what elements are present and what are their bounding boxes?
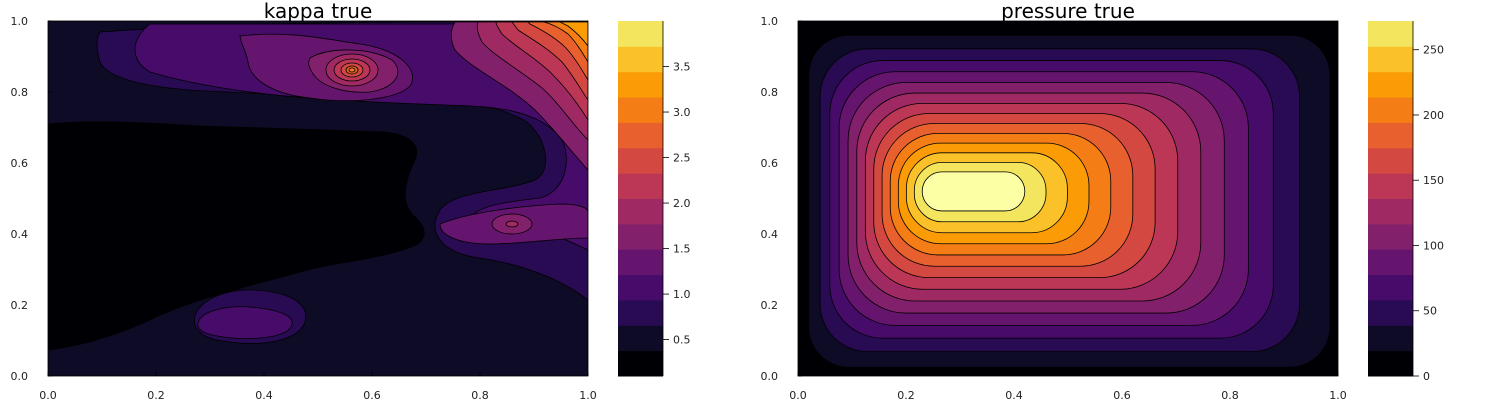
y-tick-label: 0.4 [761, 228, 779, 241]
colorbar-band [618, 299, 663, 326]
colorbar-tick-label: 0.5 [673, 334, 691, 347]
kappa-plot-frame [47, 20, 589, 377]
y-tick-label: 0.8 [11, 86, 29, 99]
colorbar-tick-label: 200 [1423, 109, 1444, 122]
colorbar-tick-label: 2.0 [673, 197, 691, 210]
colorbar-band [618, 46, 663, 73]
y-tick-label: 0.6 [761, 157, 779, 170]
x-tick-label: 0.4 [255, 389, 273, 400]
y-tick-label: 0.2 [11, 299, 29, 312]
kappa-title: kappa true [264, 0, 373, 23]
x-tick-label: 0.0 [39, 389, 57, 400]
colorbar-band [1368, 71, 1413, 98]
x-tick-label: 0.4 [1005, 389, 1023, 400]
x-tick-label: 0.0 [789, 389, 807, 400]
colorbar-band [1368, 274, 1413, 301]
colorbar-band [618, 21, 663, 47]
colorbar-tick-label: 250 [1423, 44, 1444, 57]
colorbar-tick-label: 0 [1423, 370, 1430, 383]
y-tick-label: 0.8 [761, 86, 779, 99]
pressure-contour-rings [808, 34, 1331, 368]
y-tick-label: 0.2 [761, 299, 779, 312]
x-tick-label: 1.0 [1329, 389, 1347, 400]
pressure-colorbar: 0 50 100 150 200 250 [1368, 21, 1444, 383]
colorbar-tick-label: 2.5 [673, 152, 691, 165]
kappa-axes: 0.0 0.2 0.4 0.6 0.8 1.0 0.0 0.2 0.4 0.6 0.8 1.0 [11, 15, 597, 402]
colorbar-band [618, 173, 663, 199]
colorbar-band [1368, 198, 1413, 225]
colorbar-tick-label: 50 [1423, 305, 1437, 318]
pressure-panel: pressure true 0.0 0.2 0.4 0.6 0.8 1.00.00.20.… [761, 0, 1445, 402]
y-tick-label: 0.0 [761, 370, 779, 383]
kappa-colorbar: 0.5 1.0 1.5 2.0 2.5 3.0 3.5 [618, 21, 691, 377]
x-tick-label: 0.6 [1113, 389, 1131, 400]
kappa-contour-island-inner [197, 306, 293, 339]
pressure-contour-level [921, 171, 1026, 212]
y-tick-label: 0.0 [11, 370, 29, 383]
x-tick-label: 1.0 [579, 389, 597, 400]
colorbar-band [618, 122, 663, 149]
pressure-axes: 0.0 0.2 0.4 0.6 0.8 1.0 0.0 0.2 0.4 0.6 0.8 1.0 [761, 15, 1347, 402]
colorbar-band [1368, 249, 1413, 276]
colorbar-band [618, 198, 663, 225]
y-tick-label: 0.6 [11, 157, 29, 170]
colorbar-band [1368, 350, 1413, 377]
kappa-plot-area [48, 21, 588, 376]
colorbar-band [618, 325, 663, 352]
colorbar-band [618, 274, 663, 301]
colorbar-tick-label: 3.5 [673, 61, 691, 74]
colorbar-band [1368, 46, 1413, 73]
pressure-title: pressure true [1001, 0, 1135, 23]
colorbar-band [618, 350, 663, 377]
colorbar-band [1368, 299, 1413, 326]
colorbar-band [1368, 122, 1413, 149]
kappa-right-lobe-core [505, 220, 519, 228]
x-tick-label: 0.8 [1221, 389, 1239, 400]
x-tick-label: 0.2 [897, 389, 915, 400]
x-tick-label: 0.6 [363, 389, 381, 400]
colorbar-band [1368, 97, 1413, 123]
kappa-panel: kappa true 0.0 0.2 0.4 [11, 0, 691, 402]
y-tick-label: 1.0 [11, 15, 29, 28]
colorbar-band [1368, 147, 1413, 174]
colorbar-tick-label: 150 [1423, 174, 1444, 187]
colorbar-band [1368, 325, 1413, 352]
colorbar-band [1368, 173, 1413, 199]
kappa-contour-level-1 [48, 21, 588, 376]
y-tick-label: 1.0 [761, 15, 779, 28]
colorbar-band [1368, 223, 1413, 250]
x-tick-label: 0.2 [147, 389, 165, 400]
colorbar-tick-label: 1.5 [673, 243, 691, 256]
colorbar-band [618, 97, 663, 123]
colorbar-band [618, 249, 663, 276]
pressure-plot-frame [797, 20, 1339, 377]
colorbar-tick-label: 1.0 [673, 288, 691, 301]
y-tick-label: 0.4 [11, 228, 29, 241]
colorbar-band [1368, 21, 1413, 47]
pressure-plot-area [798, 21, 1338, 376]
colorbar-band [618, 71, 663, 98]
x-tick-label: 0.8 [471, 389, 489, 400]
colorbar-tick-label: 3.0 [673, 106, 691, 119]
colorbar-tick-label: 100 [1423, 239, 1444, 252]
colorbar-band [618, 223, 663, 250]
colorbar-band [618, 147, 663, 174]
kappa-peak-ring-5 [348, 67, 356, 73]
